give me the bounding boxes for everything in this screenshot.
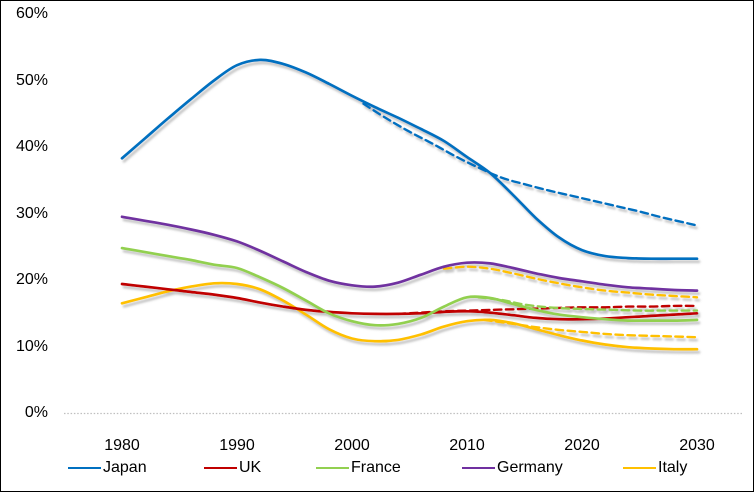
series-line-france <box>120 246 699 327</box>
x-tick-label-2020: 2020 <box>564 437 600 454</box>
legend-swatch-france <box>316 467 349 469</box>
legend-label-uk: UK <box>239 459 262 476</box>
legend-item-france: France <box>316 459 401 477</box>
y-tick-label-0: 0% <box>24 404 48 421</box>
legend-swatch-uk <box>204 467 237 469</box>
legend-label-france: France <box>351 459 401 476</box>
y-tick-label-20: 20% <box>15 271 48 288</box>
x-tick-label-2000: 2000 <box>334 437 370 454</box>
series-group <box>120 58 699 351</box>
series-line-germany <box>120 215 699 292</box>
legend-label-italy: Italy <box>658 459 688 476</box>
x-tick-label-2010: 2010 <box>449 437 485 454</box>
x-tick-label-1990: 1990 <box>219 437 255 454</box>
legend-item-uk: UK <box>204 459 261 477</box>
series-line-france-projection <box>477 296 699 312</box>
y-tick-label-10: 10% <box>15 337 48 355</box>
legend-swatch-italy <box>623 467 656 469</box>
x-tick-label-1980: 1980 <box>104 437 140 454</box>
legend-item-italy: Italy <box>623 459 687 477</box>
legend-item-germany: Germany <box>462 459 563 477</box>
y-tick-label-40: 40% <box>15 138 48 155</box>
legend-swatch-germany <box>462 467 495 469</box>
series-line-japan <box>120 58 699 261</box>
y-tick-label-50: 50% <box>15 71 48 89</box>
y-tick-label-30: 30% <box>15 204 48 222</box>
legend-item-japan: Japan <box>68 459 147 477</box>
series-line-japan-projection <box>362 102 699 227</box>
legend-swatch-japan <box>68 467 101 469</box>
x-tick-label-2030: 2030 <box>679 437 715 454</box>
series-line-italy <box>120 281 699 351</box>
series-line-italy-projection-upper <box>442 265 699 299</box>
series-line-uk <box>120 282 699 321</box>
legend-label-japan: Japan <box>103 459 147 476</box>
y-tick-label-60: 60% <box>15 5 48 22</box>
legend-label-germany: Germany <box>497 459 563 476</box>
series-line-italy-projection-lower <box>483 318 699 339</box>
